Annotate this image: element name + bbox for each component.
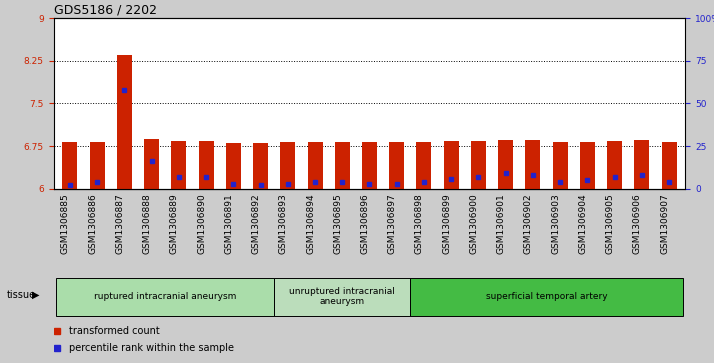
Bar xyxy=(253,143,268,189)
Bar xyxy=(662,142,677,189)
Text: ruptured intracranial aneurysm: ruptured intracranial aneurysm xyxy=(94,292,236,301)
Text: GSM1306892: GSM1306892 xyxy=(251,193,261,254)
Text: GSM1306903: GSM1306903 xyxy=(551,193,560,254)
Text: GSM1306894: GSM1306894 xyxy=(306,193,315,254)
Text: percentile rank within the sample: percentile rank within the sample xyxy=(69,343,233,353)
Bar xyxy=(308,142,323,189)
Text: GSM1306889: GSM1306889 xyxy=(170,193,178,254)
Bar xyxy=(526,140,540,189)
Text: GSM1306891: GSM1306891 xyxy=(224,193,233,254)
Text: GSM1306901: GSM1306901 xyxy=(497,193,506,254)
Bar xyxy=(144,139,159,189)
Text: GSM1306907: GSM1306907 xyxy=(660,193,669,254)
Bar xyxy=(471,141,486,189)
Bar xyxy=(634,140,649,189)
Text: GSM1306904: GSM1306904 xyxy=(578,193,588,254)
Text: GSM1306885: GSM1306885 xyxy=(61,193,70,254)
Text: GDS5186 / 2202: GDS5186 / 2202 xyxy=(54,4,156,17)
Text: GSM1306905: GSM1306905 xyxy=(605,193,615,254)
Bar xyxy=(171,141,186,189)
Bar xyxy=(335,142,350,189)
Bar xyxy=(416,142,431,189)
FancyBboxPatch shape xyxy=(411,278,683,315)
Text: GSM1306900: GSM1306900 xyxy=(469,193,478,254)
FancyBboxPatch shape xyxy=(274,278,411,315)
Text: GSM1306893: GSM1306893 xyxy=(278,193,288,254)
Text: GSM1306899: GSM1306899 xyxy=(442,193,451,254)
Text: GSM1306887: GSM1306887 xyxy=(116,193,124,254)
Bar xyxy=(607,141,622,189)
Bar xyxy=(281,142,296,189)
Text: GSM1306898: GSM1306898 xyxy=(415,193,424,254)
Text: GSM1306902: GSM1306902 xyxy=(524,193,533,254)
Bar xyxy=(580,142,595,189)
Bar xyxy=(226,143,241,189)
Bar xyxy=(553,142,568,189)
Text: GSM1306886: GSM1306886 xyxy=(88,193,97,254)
Bar xyxy=(198,141,213,189)
Text: unruptured intracranial
aneurysm: unruptured intracranial aneurysm xyxy=(289,287,395,306)
FancyBboxPatch shape xyxy=(56,278,274,315)
Text: GSM1306890: GSM1306890 xyxy=(197,193,206,254)
Bar xyxy=(62,142,77,189)
Text: ▶: ▶ xyxy=(32,290,40,300)
Bar xyxy=(389,142,404,189)
Bar xyxy=(443,141,458,189)
Bar xyxy=(498,140,513,189)
Text: GSM1306896: GSM1306896 xyxy=(361,193,370,254)
Text: transformed count: transformed count xyxy=(69,326,159,336)
Text: GSM1306888: GSM1306888 xyxy=(143,193,151,254)
Text: GSM1306897: GSM1306897 xyxy=(388,193,397,254)
Bar xyxy=(362,142,377,189)
Text: GSM1306895: GSM1306895 xyxy=(333,193,342,254)
Text: GSM1306906: GSM1306906 xyxy=(633,193,642,254)
Text: tissue: tissue xyxy=(7,290,36,300)
Bar xyxy=(117,55,132,189)
Bar xyxy=(90,142,105,189)
Text: superficial temporal artery: superficial temporal artery xyxy=(486,292,608,301)
